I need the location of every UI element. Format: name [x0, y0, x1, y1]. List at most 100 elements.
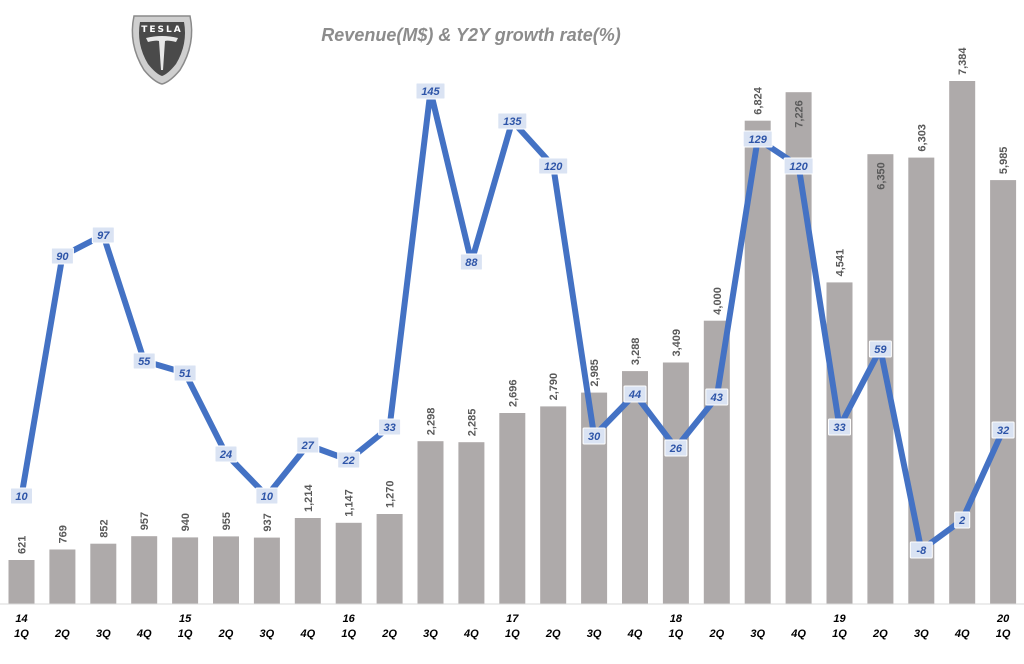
growth-rate-label-text: 59: [874, 344, 887, 356]
growth-rate-label-box: [783, 157, 814, 175]
revenue-bar-label: 6,350: [875, 162, 887, 190]
revenue-bar: [499, 413, 526, 604]
revenue-bar-label: 5,985: [998, 147, 1010, 175]
x-tick-quarter-label: 3Q: [96, 628, 111, 640]
x-tick-quarter-label: 1Q: [341, 628, 356, 640]
growth-rate-label-text: 24: [219, 449, 232, 461]
x-tick-quarter-label: 2Q: [872, 628, 888, 640]
tesla-logo: TESLA: [131, 15, 193, 85]
growth-rate-label-text: 10: [261, 491, 274, 503]
growth-rate-label-box: [868, 340, 892, 358]
revenue-bar-label: 937: [262, 513, 274, 531]
growth-rate-label-text: -8: [916, 545, 927, 557]
revenue-bar: [8, 560, 35, 604]
growth-rate-label-text: 135: [503, 116, 522, 128]
growth-rate-label-text: 22: [342, 455, 355, 467]
growth-rate-label-box: [50, 247, 74, 265]
x-tick-quarter-label: 4Q: [627, 628, 643, 640]
revenue-bar-label: 852: [98, 519, 110, 537]
x-tick-quarter-label: 4Q: [463, 628, 479, 640]
growth-rate-label: 90: [50, 247, 74, 265]
revenue-bar-labels: 621 769 852 957 940 955 937 1,214 1,147 1,270 2,29…: [17, 47, 1011, 554]
growth-rate-label-box: [10, 487, 33, 505]
growth-rate-label: 33: [828, 418, 851, 436]
growth-rate-label-text: 120: [789, 161, 808, 173]
revenue-bar: [253, 537, 280, 604]
growth-rate-label: 26: [664, 439, 688, 457]
chart-title: Revenue(M$) & Y2Y growth rate(%): [321, 25, 620, 45]
growth-rate-label-box: [296, 436, 320, 454]
x-tick-quarter-label: 1Q: [996, 628, 1011, 640]
x-tick-quarter-label: 3Q: [423, 628, 438, 640]
revenue-bar-label: 4,000: [712, 287, 724, 315]
growth-rate-label-text: 120: [544, 161, 563, 173]
x-tick-year-label: 16: [343, 613, 356, 625]
growth-rate-label: 27: [296, 436, 320, 454]
growth-rate-label: 59: [868, 340, 892, 358]
x-tick-quarter-label: 4Q: [299, 628, 315, 640]
growth-rate-label-box: [337, 451, 361, 469]
growth-rate-label-text: 97: [97, 230, 110, 242]
growth-rate-label-text: 10: [15, 491, 28, 503]
x-tick-quarter-label: 4Q: [790, 628, 806, 640]
revenue-bar-label: 2,285: [466, 409, 478, 437]
revenue-bar: [826, 282, 853, 604]
revenue-bar: [417, 441, 444, 604]
growth-rate-label-box: [705, 388, 729, 406]
x-tick-quarter-label: 4Q: [954, 628, 970, 640]
growth-rate-label-box: [91, 226, 115, 244]
growth-rate-label-box: [954, 511, 971, 529]
x-tick-quarter-label: 1Q: [505, 628, 520, 640]
growth-rate-label: 10: [10, 487, 33, 505]
growth-rate-label-box: [828, 418, 851, 436]
revenue-bar: [990, 180, 1017, 604]
revenue-bar-label: 769: [57, 525, 69, 543]
x-tick-quarter-label: 2Q: [708, 628, 724, 640]
x-tick-quarter-label: 2Q: [218, 628, 234, 640]
growth-rate-label: 97: [91, 226, 115, 244]
growth-rate-label: 32: [991, 421, 1015, 439]
x-tick-year-label: 19: [833, 613, 846, 625]
x-tick-quarter-label: 3Q: [914, 628, 929, 640]
revenue-bar: [49, 549, 76, 604]
growth-rate-label: 145: [415, 82, 446, 100]
growth-rate-label: -8: [909, 541, 933, 559]
revenue-bar: [703, 320, 730, 604]
growth-rate-label: 88: [459, 253, 483, 271]
revenue-bar-label: 955: [221, 512, 233, 530]
revenue-bar: [294, 518, 321, 604]
growth-rate-label-box: [459, 253, 483, 271]
revenue-bar: [172, 537, 199, 604]
revenue-bar-label: 2,298: [426, 408, 438, 436]
growth-rate-label: 33: [378, 418, 402, 436]
revenue-bar-label: 1,270: [385, 480, 397, 508]
revenue-bar-label: 1,147: [344, 489, 356, 517]
growth-rate-label-text: 33: [383, 422, 395, 434]
growth-rate-label: 135: [497, 112, 528, 130]
growth-rate-label-box: [582, 427, 606, 445]
x-tick-year-label: 18: [670, 613, 683, 625]
growth-rate-label-box: [214, 445, 238, 463]
growth-rate-label: 22: [337, 451, 361, 469]
revenue-bar-label: 7,226: [794, 100, 806, 128]
growth-rate-label-box: [173, 364, 197, 382]
revenue-bar: [458, 442, 485, 604]
revenue-bar-label: 621: [17, 536, 29, 554]
revenue-bar-label: 6,824: [753, 86, 765, 114]
growth-rate-label-text: 30: [588, 431, 601, 443]
revenue-bar-label: 940: [180, 513, 192, 531]
growth-rate-label: 44: [623, 385, 647, 403]
growth-rate-label-box: [132, 352, 156, 370]
x-tick-quarter-label: 1Q: [832, 628, 847, 640]
growth-rate-label-text: 55: [138, 356, 151, 368]
revenue-bar-label: 2,985: [589, 359, 601, 387]
revenue-bar-label: 3,288: [630, 338, 642, 366]
growth-rate-label: 10: [255, 487, 279, 505]
growth-rate-label-text: 32: [997, 425, 1009, 437]
growth-rate-label-text: 145: [421, 86, 440, 98]
growth-rate-label-text: 44: [628, 389, 641, 401]
revenue-bar-label: 4,541: [835, 249, 847, 277]
growth-rate-label: 2: [954, 511, 971, 529]
tesla-t-mark: [146, 36, 178, 70]
